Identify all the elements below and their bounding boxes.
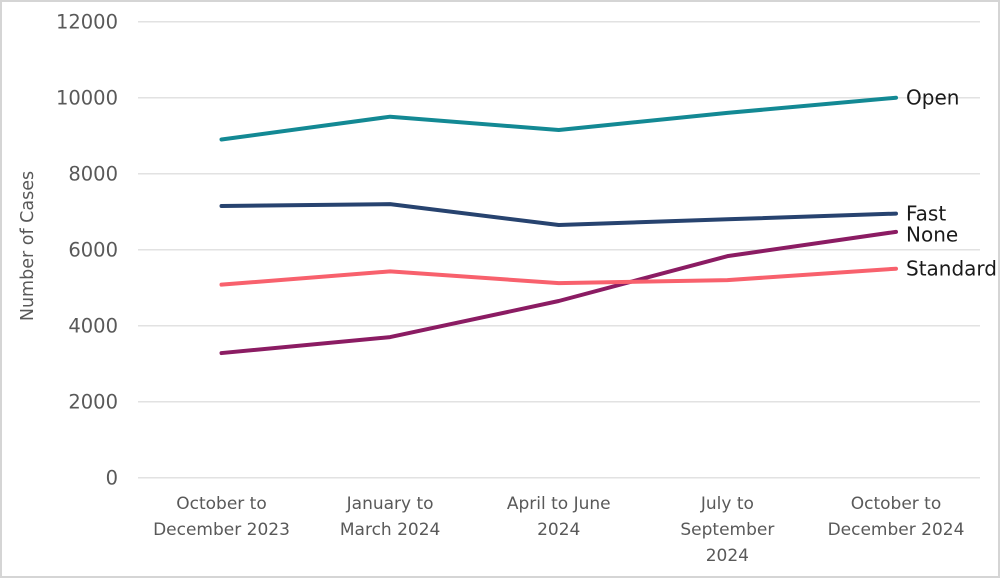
series-label-standard: Standard	[906, 257, 997, 281]
series-line-fast	[219, 202, 898, 227]
series-line-none	[219, 229, 898, 356]
y-axis-tick-label: 10000	[56, 87, 118, 110]
series-label-fast: Fast	[906, 202, 946, 226]
y-axis-tick-label: 2000	[68, 391, 118, 414]
series-line-standard	[219, 266, 898, 287]
x-axis-tick-label: April to June 2024	[507, 494, 611, 540]
x-axis-tick-label: October to December 2024	[828, 494, 965, 540]
series-line-open	[219, 95, 898, 142]
y-axis-tick-label: 12000	[56, 11, 118, 34]
x-axis-tick-label: July to September 2024	[680, 494, 774, 566]
series-label-none: None	[906, 223, 958, 247]
y-axis-title: Number of Cases	[18, 171, 38, 321]
x-axis-tick-label: January to March 2024	[340, 494, 441, 540]
series-label-open: Open	[906, 86, 959, 110]
y-axis-tick-label: 6000	[68, 239, 118, 262]
x-axis-tick-label: October to December 2023	[153, 494, 290, 540]
y-axis-tick-label: 8000	[68, 163, 118, 186]
y-axis-tick-label: 0	[106, 467, 118, 490]
y-axis-tick-label: 4000	[68, 315, 118, 338]
